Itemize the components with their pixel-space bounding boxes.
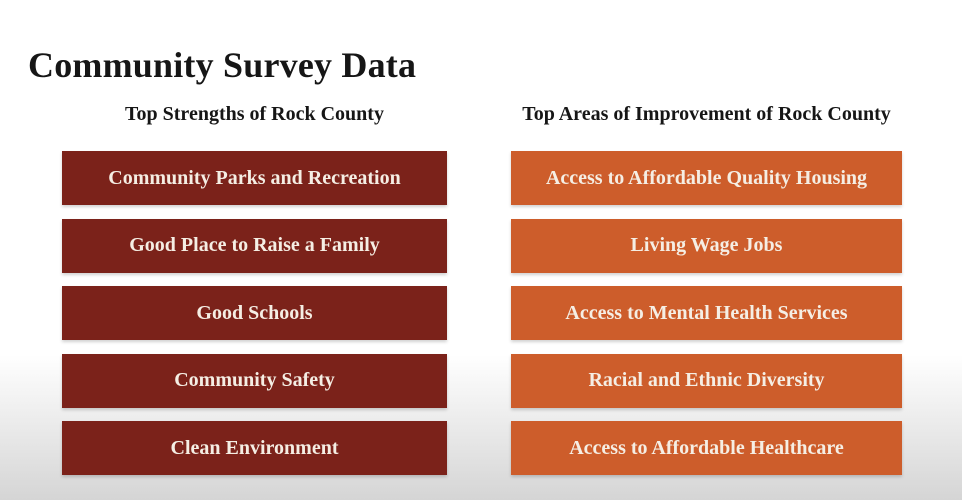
improvement-bar: Racial and Ethnic Diversity: [511, 353, 902, 408]
strength-bar: Good Place to Raise a Family: [62, 218, 447, 273]
improvements-column: Top Areas of Improvement of Rock County …: [511, 101, 902, 475]
strengths-column-header: Top Strengths of Rock County: [125, 103, 384, 125]
strengths-column: Top Strengths of Rock County Community P…: [62, 101, 447, 475]
improvements-bar-list: Access to Affordable Quality Housing Liv…: [511, 151, 902, 475]
strength-bar: Good Schools: [62, 286, 447, 340]
improvement-bar: Access to Affordable Quality Housing: [511, 151, 902, 205]
slide-title: Community Survey Data: [28, 45, 417, 86]
strength-bar: Community Safety: [62, 353, 447, 408]
improvement-bar: Access to Affordable Healthcare: [511, 421, 902, 475]
strength-bar: Clean Environment: [62, 421, 447, 475]
strength-bar: Community Parks and Recreation: [62, 151, 447, 205]
strengths-bar-list: Community Parks and Recreation Good Plac…: [62, 151, 447, 475]
improvements-column-header: Top Areas of Improvement of Rock County: [522, 103, 891, 125]
improvement-bar: Access to Mental Health Services: [511, 286, 902, 340]
improvement-bar: Living Wage Jobs: [511, 218, 902, 273]
